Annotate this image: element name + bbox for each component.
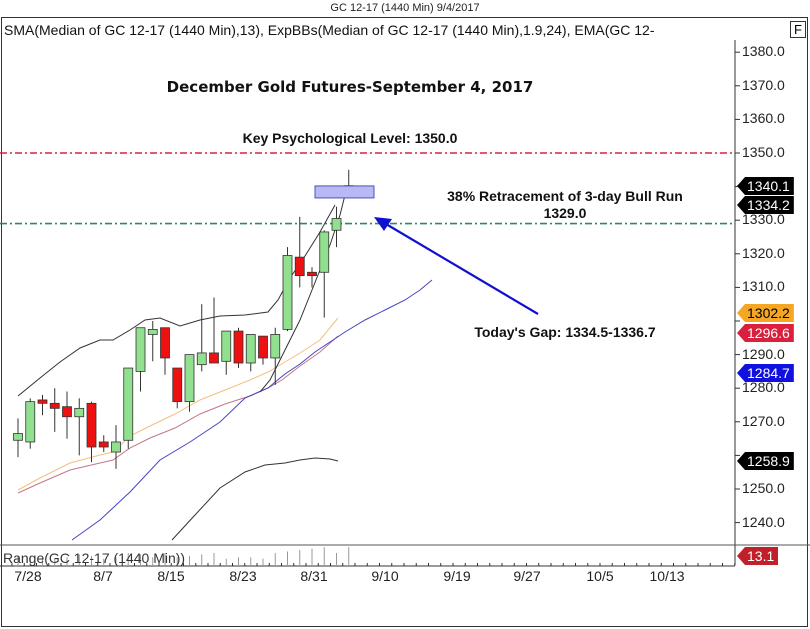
y-axis-label: 1240.0 bbox=[742, 513, 785, 530]
study-label: SMA(Median of GC 12-17 (1440 Min),13), E… bbox=[4, 22, 655, 38]
x-axis-label: 9/10 bbox=[371, 568, 399, 584]
x-axis-label: 9/19 bbox=[443, 568, 471, 584]
x-axis-label: 10/13 bbox=[649, 568, 685, 584]
candle-body bbox=[49, 402, 60, 409]
retracement-label: 38% Retracement of 3-day Bull Run bbox=[447, 188, 683, 204]
y-axis-label: 1290.0 bbox=[742, 345, 785, 362]
y-axis-label: 1360.0 bbox=[742, 110, 785, 127]
x-axis-label: 10/5 bbox=[586, 568, 614, 584]
price-tag: 1340.1 bbox=[737, 177, 794, 195]
y-axis-label: 1310.0 bbox=[742, 278, 785, 295]
x-axis-label: 7/28 bbox=[14, 568, 42, 584]
candle-body bbox=[307, 271, 317, 277]
y-axis-label: 1370.0 bbox=[742, 76, 785, 93]
arrow-head-icon bbox=[374, 217, 392, 231]
price-tag: 1284.7 bbox=[737, 364, 794, 382]
x-axis-label: 8/23 bbox=[229, 568, 257, 584]
candle-body bbox=[294, 256, 305, 277]
ema-orange-line bbox=[17, 317, 339, 491]
price-tag: 1258.9 bbox=[737, 452, 794, 470]
price-tag: 1334.2 bbox=[737, 196, 794, 214]
ema-red-line bbox=[17, 335, 339, 494]
candle-body bbox=[282, 255, 293, 330]
x-axis-label: 8/15 bbox=[157, 568, 185, 584]
y-axis-label: 1270.0 bbox=[742, 412, 785, 429]
f-button[interactable]: F bbox=[790, 21, 806, 38]
price-tag: 1296.6 bbox=[737, 324, 794, 342]
candle-body bbox=[184, 354, 195, 403]
gap-box bbox=[314, 185, 375, 199]
y-axis-label: 1380.0 bbox=[742, 43, 785, 60]
candle-body bbox=[221, 330, 232, 362]
price-tag: 13.1 bbox=[737, 547, 779, 565]
chart-frame bbox=[1, 17, 808, 627]
x-axis-label: 8/31 bbox=[300, 568, 328, 584]
candle-body bbox=[196, 352, 207, 366]
x-axis-label: 8/7 bbox=[93, 568, 113, 584]
y-axis-label: 1280.0 bbox=[742, 379, 785, 396]
candle-body bbox=[233, 330, 244, 364]
x-axis-label: 9/27 bbox=[513, 568, 541, 584]
candle-body bbox=[160, 327, 170, 359]
candle-body bbox=[37, 399, 48, 404]
candle-body bbox=[135, 327, 146, 372]
candle-body bbox=[74, 407, 85, 418]
y-axis-label: 1250.0 bbox=[742, 480, 785, 496]
retracement-value: 1329.0 bbox=[543, 205, 587, 221]
candle-body bbox=[98, 441, 109, 448]
chart-title: December Gold Futures-September 4, 2017 bbox=[166, 78, 534, 96]
price-tag: 1302.2 bbox=[737, 304, 794, 322]
arrow-line bbox=[385, 223, 539, 315]
candle-body bbox=[209, 352, 219, 364]
candle-body bbox=[319, 231, 330, 273]
candle-body bbox=[270, 334, 281, 359]
candle-body bbox=[86, 402, 97, 448]
candle-body bbox=[13, 433, 23, 441]
y-axis-label: 1350.0 bbox=[742, 144, 785, 160]
candle-body bbox=[172, 367, 183, 403]
candle-body bbox=[331, 218, 342, 231]
gap-label: Today's Gap: 1334.5-1336.7 bbox=[474, 324, 656, 340]
candle-body bbox=[123, 367, 134, 441]
key-level-label: Key Psychological Level: 1350.0 bbox=[242, 130, 458, 146]
candle-body bbox=[147, 328, 158, 335]
y-axis-label: 1330.0 bbox=[742, 211, 785, 228]
y-axis-label: 1320.0 bbox=[742, 244, 785, 261]
window-title: GC 12-17 (1440 Min) 9/4/2017 bbox=[330, 2, 480, 14]
range-pane-label: Range(GC 12-17 (1440 Min)) bbox=[3, 550, 186, 566]
ema-blue-line bbox=[71, 279, 433, 541]
candle-body bbox=[25, 401, 36, 443]
candle-body bbox=[258, 335, 268, 359]
candle-body bbox=[245, 334, 256, 364]
candle-body bbox=[62, 406, 72, 418]
bb-lower-line bbox=[171, 457, 339, 541]
candle-body bbox=[111, 441, 121, 453]
